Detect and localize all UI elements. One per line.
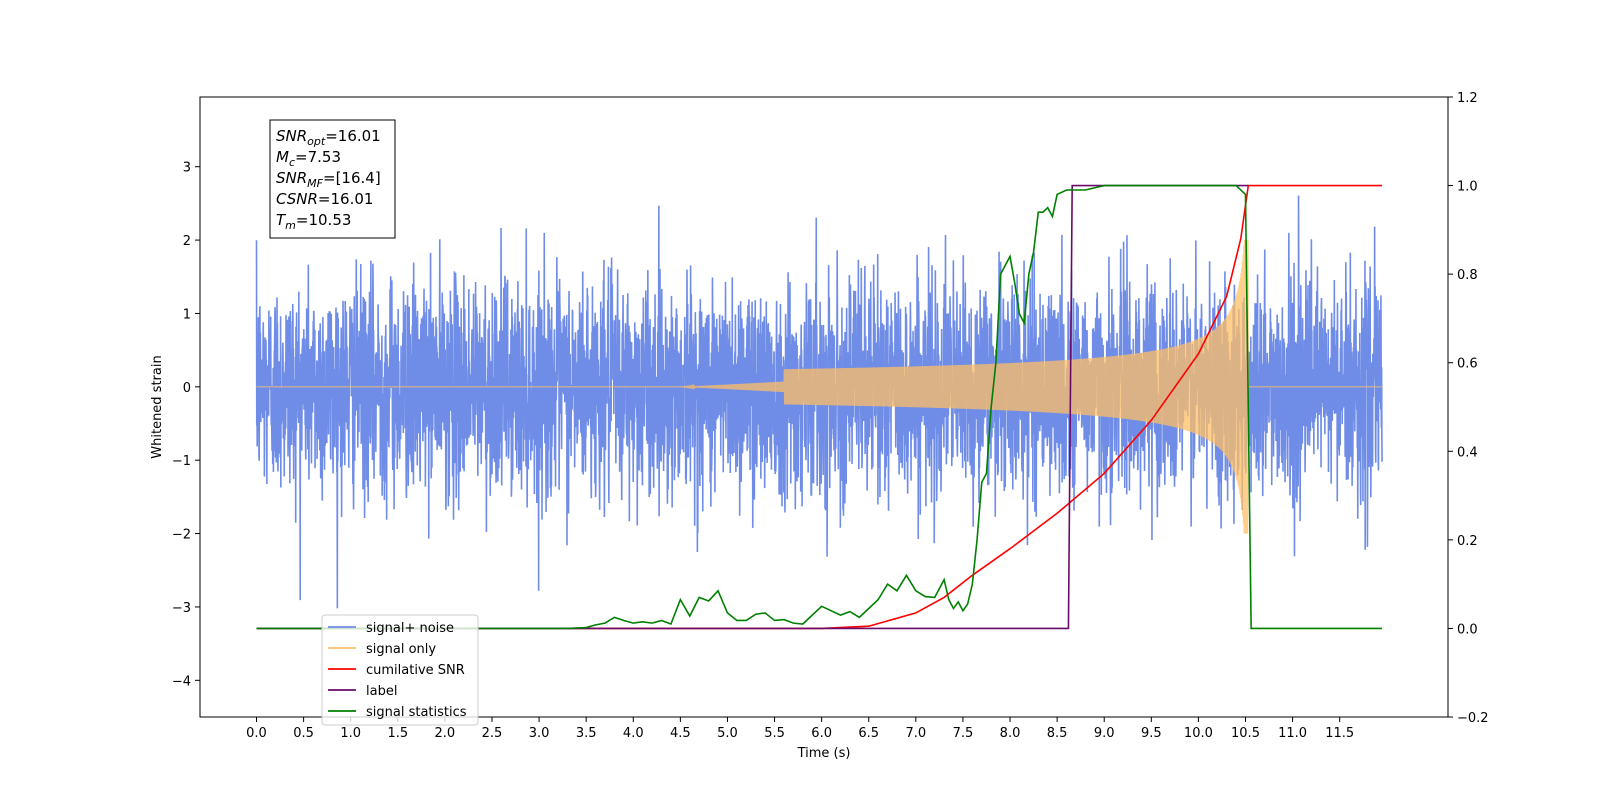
series-signal-only-line <box>256 240 1383 534</box>
x-tick-label: 9.5 <box>1141 726 1162 741</box>
y-tick-label: 2 <box>183 234 191 249</box>
x-tick-label: 2.0 <box>435 726 456 741</box>
y-tick-label: −3 <box>172 601 191 616</box>
x-tick-label: 10.0 <box>1184 726 1213 741</box>
info-line: SNRopt=16.01 <box>276 127 381 148</box>
y-tick-label: 1 <box>183 307 191 322</box>
x-tick-label: 5.0 <box>717 726 738 741</box>
x-tick-label: 8.0 <box>1000 726 1021 741</box>
series-signal-statistics-line <box>256 184 1383 630</box>
ticks: 0.0 0.5 1.0 1.5 2.0 2.5 3.0 3.5 4.0 4.5 5.0 5.5 6.0 6… <box>172 91 1489 741</box>
x-tick-label: 1.0 <box>340 726 361 741</box>
x-tick-label: 3.0 <box>529 726 550 741</box>
axes-frame <box>199 96 1449 718</box>
info-line: Tm=10.53 <box>276 211 351 232</box>
legend-label-cumilative-snr: cumilative SNR <box>366 663 465 678</box>
x-tick-label: 6.0 <box>811 726 832 741</box>
x-tick-label: 11.5 <box>1325 726 1354 741</box>
y2-tick-label: 0.2 <box>1457 534 1478 549</box>
x-tick-label: 4.0 <box>623 726 644 741</box>
x-tick-label: 2.5 <box>482 726 503 741</box>
x-tick-label: 4.5 <box>670 726 691 741</box>
y2-tick-label: 0.6 <box>1457 357 1478 372</box>
x-tick-label: 3.5 <box>576 726 597 741</box>
legend: signal+ noise signal only cumilative SNR la… <box>321 614 479 726</box>
x-tick-label: 8.5 <box>1047 726 1068 741</box>
x-tick-label: 11.0 <box>1278 726 1307 741</box>
x-tick-label: 5.5 <box>764 726 785 741</box>
info-box: SNRopt=16.01Mc=7.53SNRMF=[16.4]CSNR=16.0… <box>269 119 396 239</box>
y2-tick-label: 0.4 <box>1457 445 1478 460</box>
y2-tick-label: −0.2 <box>1457 711 1489 726</box>
x-tick-label: 7.5 <box>953 726 974 741</box>
info-line: Mc=7.53 <box>276 148 341 169</box>
y2-tick-label: 1.2 <box>1457 91 1478 106</box>
y-axis-label: Whitened strain <box>150 355 165 458</box>
y2-tick-label: 1.0 <box>1457 180 1478 195</box>
y-tick-label: 0 <box>183 381 191 396</box>
x-tick-label: 1.5 <box>387 726 408 741</box>
info-line: SNRMF=[16.4] <box>276 169 381 190</box>
y-tick-label: −2 <box>172 528 191 543</box>
legend-label-label: label <box>366 684 397 699</box>
x-axis-label: Time (s) <box>797 746 851 761</box>
info-box-frame <box>269 119 396 239</box>
y-tick-label: −4 <box>172 674 191 689</box>
legend-label-signal-noise: signal+ noise <box>366 621 454 636</box>
series-cumilative-snr-line <box>256 184 1383 630</box>
x-tick-label: 6.5 <box>858 726 879 741</box>
series-label-line <box>256 184 1249 630</box>
y2-tick-label: 0.8 <box>1457 268 1478 283</box>
legend-frame <box>321 614 479 726</box>
legend-label-signal-only: signal only <box>366 642 436 657</box>
x-tick-label: 7.0 <box>905 726 926 741</box>
y2-tick-label: 0.0 <box>1457 622 1478 637</box>
plot-area <box>255 184 1383 630</box>
x-tick-label: 0.5 <box>293 726 314 741</box>
y-tick-label: 3 <box>183 161 191 176</box>
x-tick-label: 0.0 <box>246 726 267 741</box>
info-line: CSNR=16.01 <box>276 190 373 208</box>
x-tick-label: 9.0 <box>1094 726 1115 741</box>
y-tick-label: −1 <box>172 454 191 469</box>
legend-label-signal-statistics: signal statistics <box>366 705 467 720</box>
x-tick-label: 10.5 <box>1231 726 1260 741</box>
